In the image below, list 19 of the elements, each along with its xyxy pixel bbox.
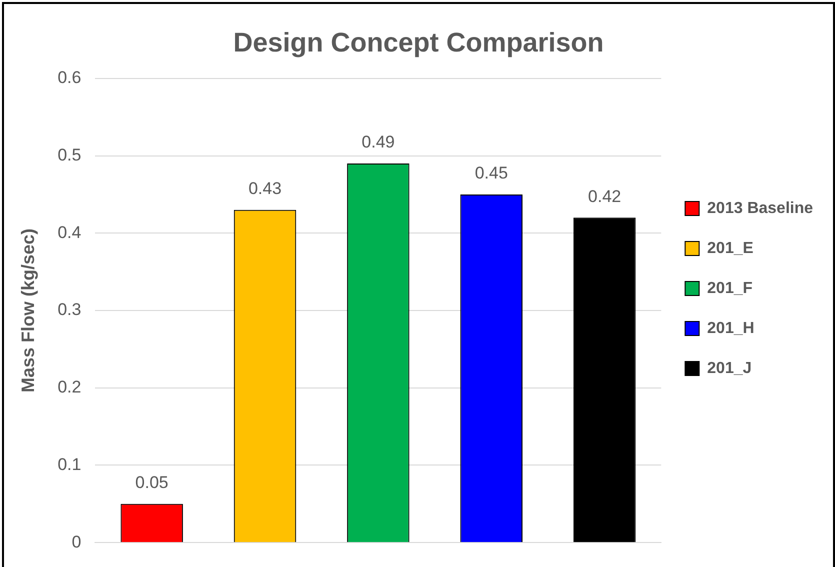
y-axis-title: Mass Flow (kg/sec) [18,228,38,393]
chart-title: Design Concept Comparison [233,28,604,58]
y-tick-label: 0 [72,532,82,552]
data-label: 0.43 [248,179,282,198]
y-tick-label: 0.2 [58,378,82,397]
legend-label: 2013 Baseline [707,200,814,217]
legend-label: 201_E [707,240,754,257]
legend-label: 201_J [707,360,752,377]
y-tick-label: 0.3 [58,300,82,320]
y-tick-label: 0.6 [58,68,82,88]
y-tick-label: 0.4 [58,222,82,242]
legend-label: 201_F [707,280,753,297]
y-tick-label: 0.5 [58,145,82,164]
data-label: 0.45 [474,164,508,183]
data-label: 0.42 [588,186,622,206]
y-tick-label: 0.1 [58,454,82,474]
data-label: 0.05 [135,473,168,492]
legend-label: 201_H [707,320,754,337]
data-label: 0.49 [362,132,395,152]
